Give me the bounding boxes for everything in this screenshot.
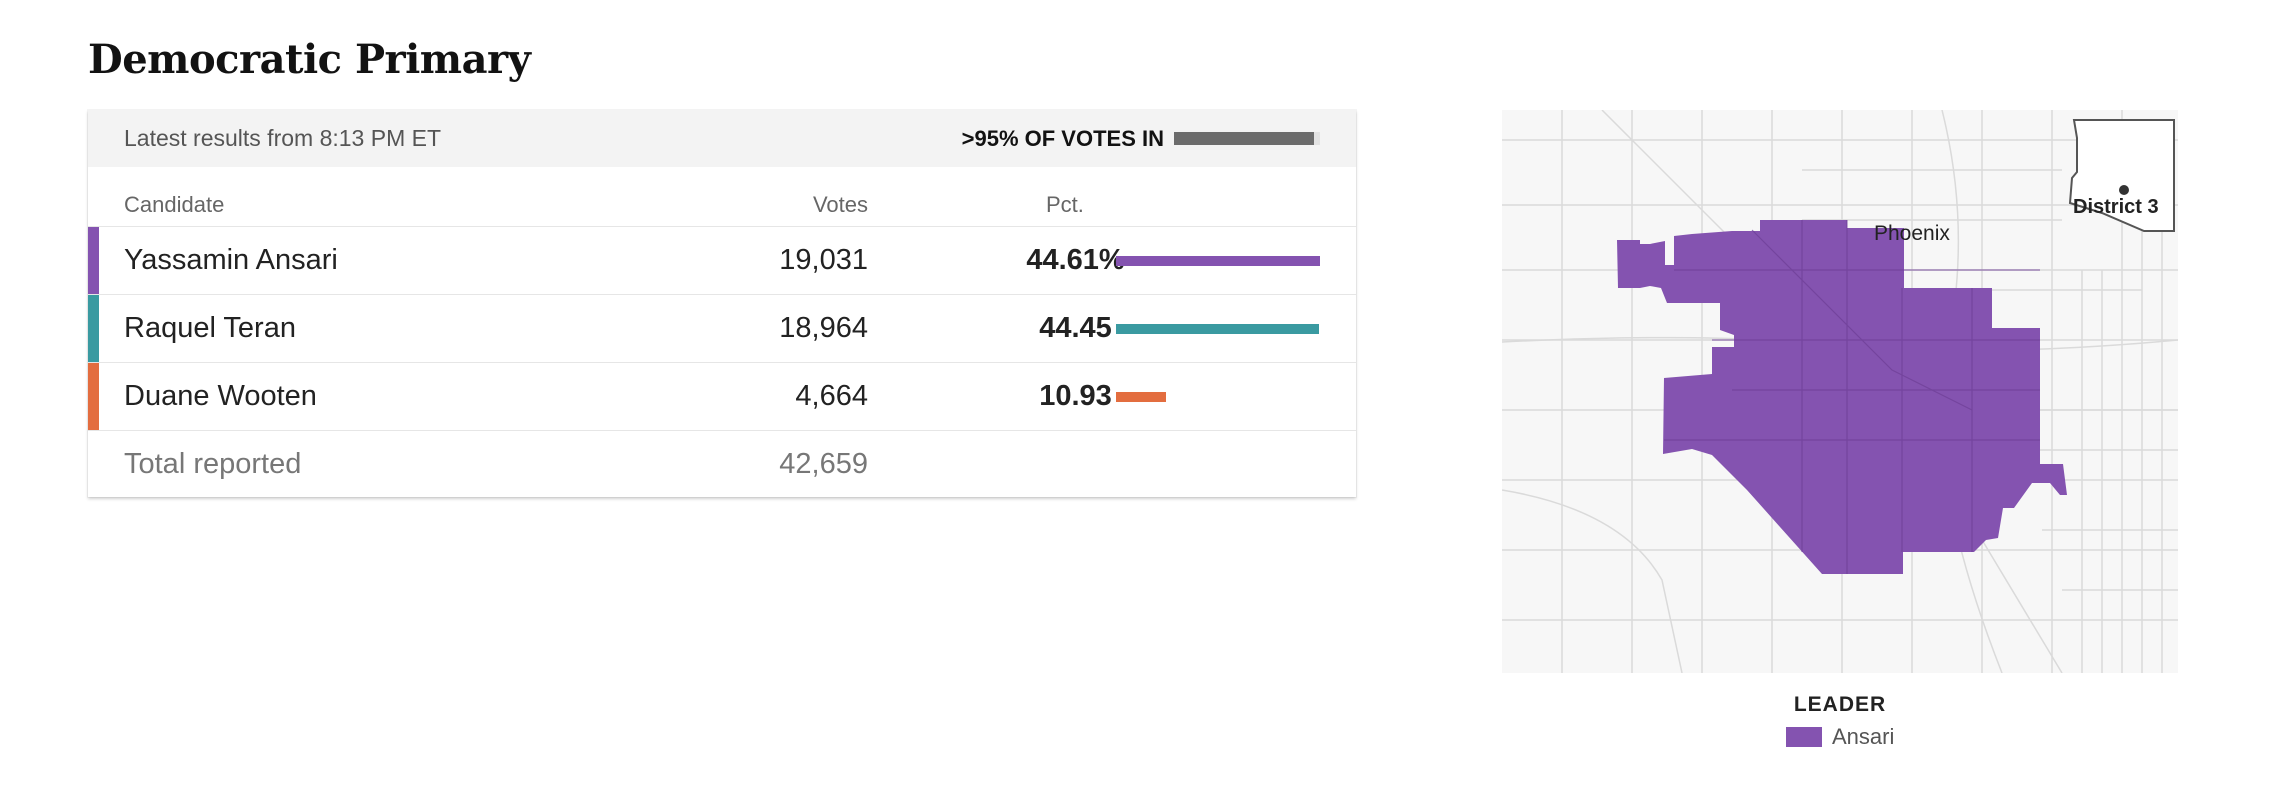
column-header-votes: Votes xyxy=(812,192,868,217)
candidate-pct: 44.45 xyxy=(1039,312,1112,344)
district-label: District 3 xyxy=(2073,196,2159,218)
total-label: Total reported xyxy=(124,448,302,480)
district-location-dot xyxy=(2119,185,2129,195)
column-header-pct: Pct. xyxy=(1046,192,1084,217)
district-shape xyxy=(1617,220,2067,574)
candidate-row: Duane Wooten 4,664 10.93 xyxy=(88,362,1356,431)
district-map: Phoenix District 3 xyxy=(1502,110,2178,673)
legend-label: Ansari xyxy=(1832,724,1895,749)
legend-swatch xyxy=(1786,727,1822,747)
candidate-pct: 44.61% xyxy=(1026,244,1125,276)
district-map-svg: Phoenix District 3 xyxy=(1502,110,2178,673)
total-row: Total reported 42,659 xyxy=(88,430,1356,499)
city-label: Phoenix xyxy=(1874,222,1950,245)
arizona-inset-map xyxy=(2068,119,2175,232)
votes-in-indicator: >95% OF VOTES IN xyxy=(962,126,1320,152)
candidate-color-bar xyxy=(88,227,99,295)
legend-item: Ansari xyxy=(1786,724,1894,750)
candidate-votes: 4,664 xyxy=(795,380,868,412)
candidate-pct-bar xyxy=(1116,324,1320,334)
candidate-pct-bar xyxy=(1116,256,1320,266)
candidate-votes: 19,031 xyxy=(779,244,868,276)
results-table: Latest results from 8:13 PM ET >95% OF V… xyxy=(88,110,1356,497)
candidate-votes: 18,964 xyxy=(779,312,868,344)
latest-results-text: Latest results from 8:13 PM ET xyxy=(124,125,442,151)
candidate-row: Yassamin Ansari 19,031 44.61% xyxy=(88,226,1356,295)
total-votes: 42,659 xyxy=(779,448,868,480)
candidate-name: Yassamin Ansari xyxy=(124,244,338,276)
race-title: Democratic Primary xyxy=(88,36,531,83)
candidate-row: Raquel Teran 18,964 44.45 xyxy=(88,294,1356,363)
votes-in-progress-fill xyxy=(1174,132,1315,145)
district-inner-streets xyxy=(1664,220,2040,574)
candidate-color-bar xyxy=(88,295,99,363)
candidate-pct: 10.93 xyxy=(1039,380,1112,412)
candidate-pct-bar xyxy=(1116,392,1166,402)
votes-in-label: >95% OF VOTES IN xyxy=(961,125,1164,151)
legend-title: LEADER xyxy=(1793,693,1887,716)
candidate-name: Raquel Teran xyxy=(124,312,296,344)
results-header: Latest results from 8:13 PM ET >95% OF V… xyxy=(88,110,1356,167)
votes-in-progress-bar xyxy=(1174,132,1320,145)
column-header-candidate: Candidate xyxy=(124,192,225,217)
candidate-name: Duane Wooten xyxy=(124,380,317,412)
candidate-color-bar xyxy=(88,363,99,431)
